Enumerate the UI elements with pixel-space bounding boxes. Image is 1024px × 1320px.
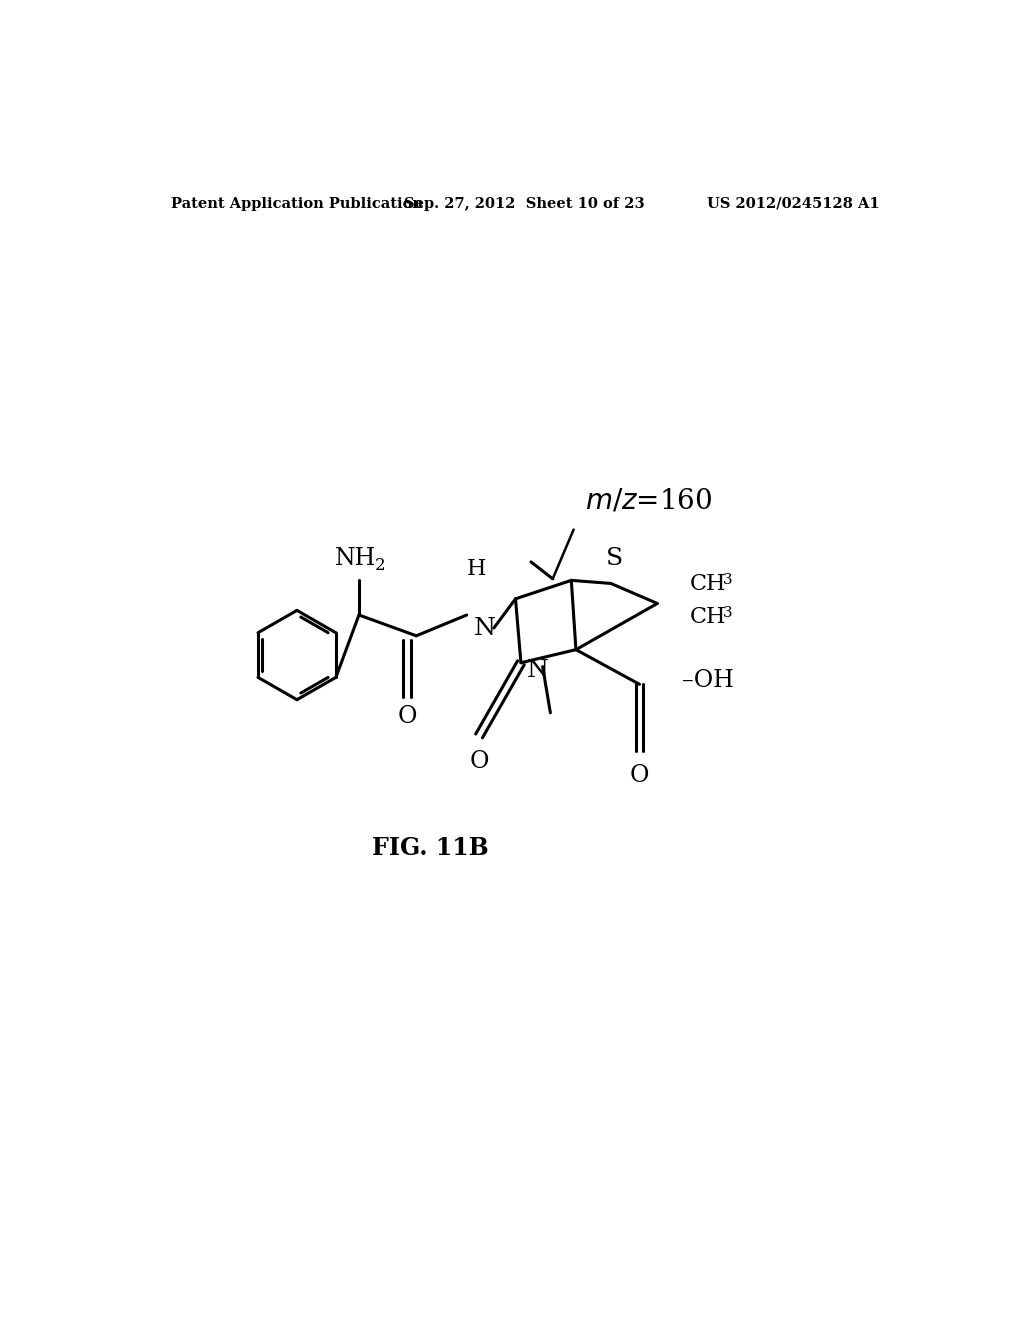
Text: –OH: –OH	[682, 669, 734, 692]
Text: US 2012/0245128 A1: US 2012/0245128 A1	[708, 197, 880, 211]
Text: O: O	[469, 750, 488, 772]
Text: 3: 3	[722, 606, 732, 620]
Text: Sep. 27, 2012  Sheet 10 of 23: Sep. 27, 2012 Sheet 10 of 23	[404, 197, 645, 211]
Text: O: O	[397, 705, 417, 729]
Text: Patent Application Publication: Patent Application Publication	[171, 197, 423, 211]
Text: FIG. 11B: FIG. 11B	[372, 836, 488, 861]
Text: $\mathit{m/z}$=160: $\mathit{m/z}$=160	[586, 487, 713, 515]
Text: S: S	[606, 546, 624, 570]
Text: H: H	[467, 558, 486, 581]
Text: N: N	[473, 616, 496, 640]
Text: CH: CH	[690, 573, 726, 595]
Text: N: N	[527, 659, 549, 682]
Text: O: O	[630, 763, 649, 787]
Text: 3: 3	[722, 573, 732, 587]
Text: 2: 2	[375, 557, 385, 574]
Text: NH: NH	[335, 548, 377, 570]
Text: CH: CH	[690, 606, 726, 628]
